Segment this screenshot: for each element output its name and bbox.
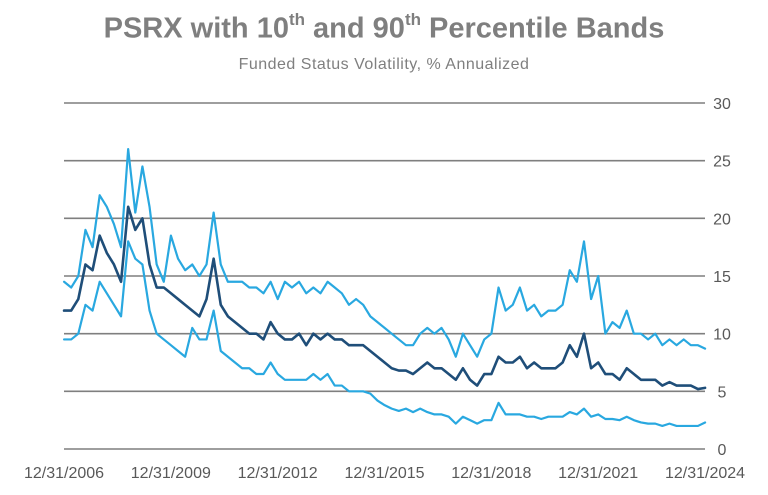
y-axis-ticks: 0 5 10 15 20 25 30 [713,96,731,459]
series-line-p10 [62,240,707,428]
y-tick-label-0: 0 [718,442,727,459]
x-tick-label-6: 12/31/2024 [665,465,745,482]
title-superscript-2: th [404,10,421,29]
x-tick-label-2: 12/31/2012 [238,465,318,482]
x-tick-label-3: 12/31/2015 [344,465,424,482]
x-tick-label-4: 12/31/2018 [451,465,531,482]
title-prefix: PSRX with 10 [103,12,289,45]
y-tick-label-10: 10 [713,327,731,344]
series-line-median [62,205,707,391]
y-tick-label-20: 20 [713,211,731,228]
title-middle: and 90 [305,12,405,45]
chart-title: PSRX with 10th and 90th Percentile Bands [0,10,768,46]
x-axis-ticks: 12/31/2006 12/31/2009 12/31/2012 12/31/2015… [24,465,745,482]
y-tick-label-5: 5 [718,384,727,401]
title-suffix: Percentile Bands [420,12,665,45]
x-tick-label-5: 12/31/2021 [558,465,638,482]
x-tick-label-1: 12/31/2009 [131,465,211,482]
chart-subtitle: Funded Status Volatility, % Annualized [238,56,530,73]
series-lines [62,148,707,428]
y-tick-label-30: 30 [713,96,731,113]
gridlines [64,102,705,450]
y-tick-label-25: 25 [713,154,731,171]
series-line-p90 [62,148,707,358]
title-superscript-1: th [288,10,305,29]
x-tick-label-0: 12/31/2006 [24,465,104,482]
y-tick-label-15: 15 [713,269,731,286]
